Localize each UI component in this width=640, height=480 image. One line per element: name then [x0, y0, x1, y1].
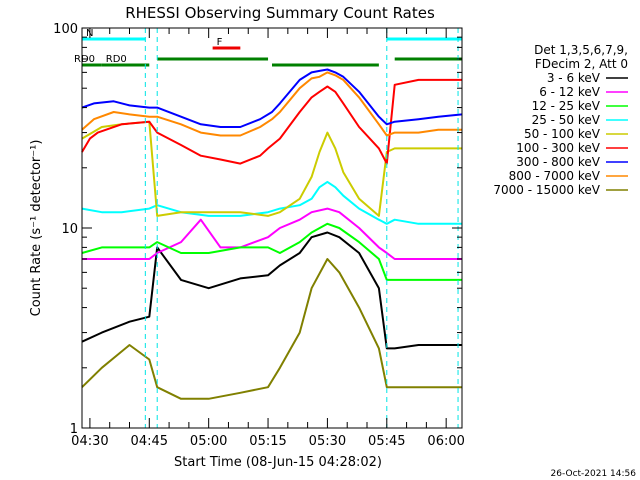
x-axis-label: Start Time (08-Jun-15 04:28:02) [174, 455, 382, 470]
legend-label: 300 - 800 keV [516, 155, 600, 169]
series-line-6 [81, 78, 462, 165]
x-tick-label: 04:45 [131, 434, 168, 449]
footer-timestamp: 26-Oct-2021 14:56 [551, 469, 637, 479]
y-tick-label: 10 [61, 222, 78, 237]
x-axis-ticks: 04:30 04:45 05:00 05:15 05:30 05:45 06:00 [71, 28, 465, 449]
x-tick-label: 05:00 [190, 434, 227, 449]
chart-title: RHESSI Observing Summary Count Rates [125, 4, 435, 22]
plot-area [82, 28, 462, 428]
legend-label: 12 - 25 keV [532, 99, 601, 113]
y-tick-label: 1 [70, 422, 78, 437]
series-line-2 [82, 207, 462, 260]
series-line-1 [81, 231, 462, 350]
series-line-3 [81, 222, 462, 281]
legend-label: 6 - 12 keV [539, 85, 601, 99]
series-line-4 [81, 180, 462, 225]
legend-header-line-1: Det 1,3,5,6,7,9, [534, 43, 628, 57]
legend-label: 800 - 7000 keV [509, 169, 601, 183]
x-tick-label: 05:15 [249, 434, 286, 449]
legend-label: 3 - 6 keV [547, 71, 601, 85]
y-tick-label: 100 [53, 22, 78, 37]
status-bar-label-1: RD0 [106, 54, 127, 65]
x-tick-label: 05:30 [309, 434, 346, 449]
series-line-5 [81, 120, 462, 217]
series-line-8 [81, 71, 462, 137]
series-line-9 [81, 258, 462, 400]
legend: Det 1,3,5,6,7,9, FDecim 2, Att 0 3 - 6 k… [493, 43, 628, 197]
legend-label: 100 - 300 keV [516, 141, 600, 155]
status-bar-label-3: F [217, 37, 223, 48]
x-tick-label: 06:00 [427, 434, 464, 449]
series-lines [81, 68, 463, 400]
legend-header-line-2: FDecim 2, Att 0 [535, 57, 628, 71]
y-axis-label: Count Rate (s⁻¹ detector⁻¹) [29, 140, 44, 317]
status-bar-label-2: RD0 [74, 54, 95, 65]
series-line-7 [81, 68, 463, 128]
plot-background [82, 28, 462, 428]
legend-label: 7000 - 15000 keV [493, 183, 600, 197]
x-tick-label: 05:45 [368, 434, 405, 449]
legend-label: 25 - 50 keV [532, 113, 601, 127]
x-tick-label: 04:30 [71, 434, 108, 449]
legend-label: 50 - 100 keV [524, 127, 601, 141]
